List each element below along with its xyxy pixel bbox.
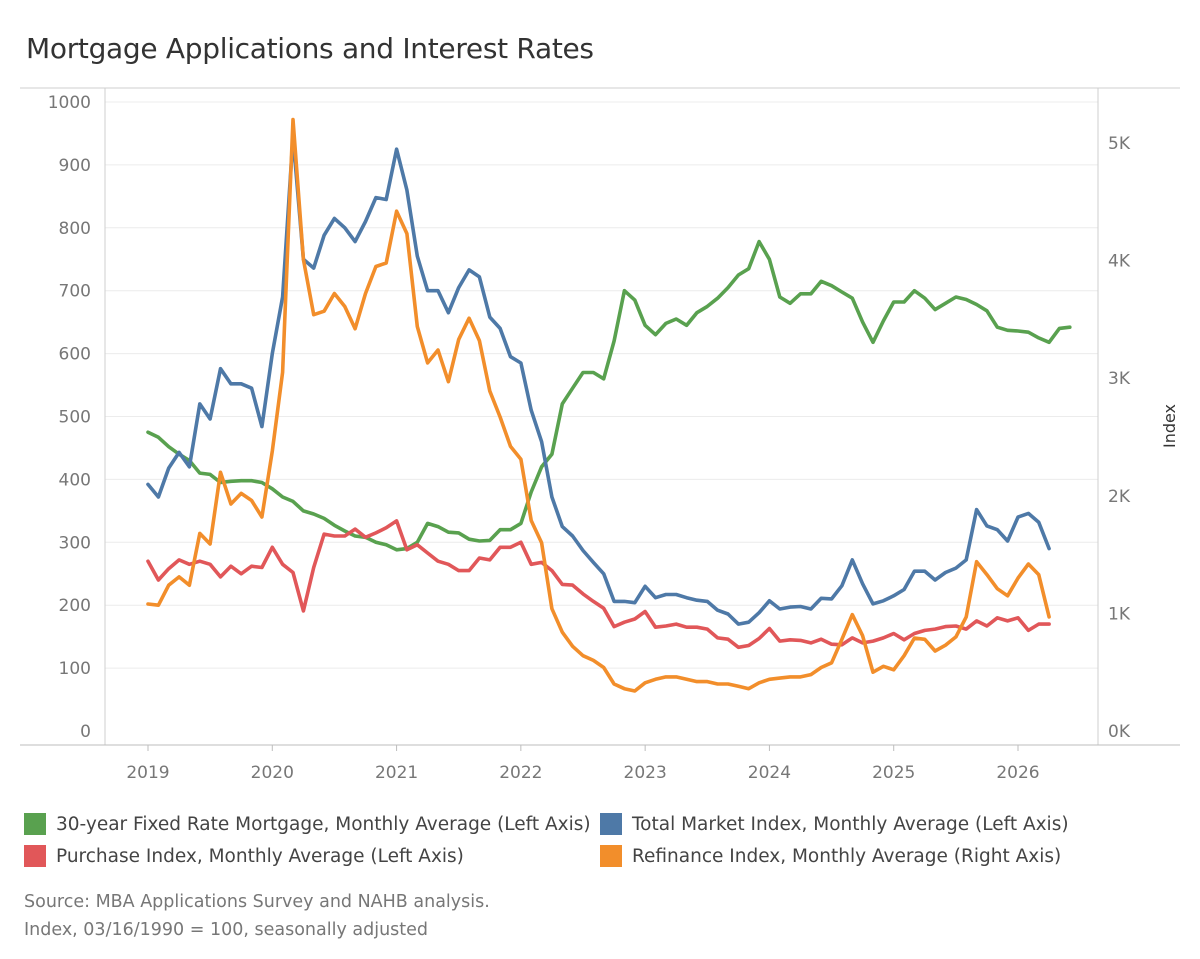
x-tick-label: 2019: [126, 763, 169, 783]
plot-frame: [20, 87, 1180, 746]
legend-item-total-market[interactable]: Total Market Index, Monthly Average (Lef…: [600, 813, 1069, 835]
left-tick-label: 400: [59, 470, 91, 490]
legend-item-purchase[interactable]: Purchase Index, Monthly Average (Left Ax…: [24, 845, 464, 867]
chart: 0 100 200 300 400 500 600 700 800 900 1000 0K 1K 2K 3…: [20, 87, 1180, 783]
source-line: Source: MBA Applications Survey and NAHB…: [24, 892, 490, 912]
right-tick-label: 3K: [1108, 369, 1131, 389]
legend-swatch: [600, 845, 622, 867]
series-line-mortgage-rate: [146, 239, 1072, 552]
x-tick-label: 2024: [748, 763, 791, 783]
right-axis-title: Index: [1160, 404, 1179, 448]
series-line-purchase: [146, 519, 1051, 650]
legend-item-mortgage-rate[interactable]: 30-year Fixed Rate Mortgage, Monthly Ave…: [24, 813, 591, 835]
left-tick-label: 1000: [48, 93, 91, 113]
series-line-refinance: [146, 117, 1051, 693]
left-tick-label: 900: [59, 156, 91, 176]
x-tick-label: 2020: [251, 763, 294, 783]
index-note: Index, 03/16/1990 = 100, seasonally adju…: [24, 920, 429, 940]
right-tick-label: 1K: [1108, 604, 1131, 624]
x-tick-label: 2022: [499, 763, 542, 783]
series-lines: [146, 117, 1072, 693]
x-tick-label: 2021: [375, 763, 418, 783]
right-tick-label: 5K: [1108, 134, 1131, 154]
legend-label: Refinance Index, Monthly Average (Right …: [632, 845, 1062, 867]
x-tick-label: 2023: [624, 763, 667, 783]
left-tick-label: 800: [59, 219, 91, 239]
right-tick-label: 2K: [1108, 487, 1131, 507]
left-tick-label: 0: [80, 722, 91, 742]
chart-title: Mortgage Applications and Interest Rates: [26, 32, 594, 65]
left-tick-label: 600: [59, 345, 91, 365]
x-tick-label: 2026: [996, 763, 1039, 783]
legend-label: Total Market Index, Monthly Average (Lef…: [632, 813, 1069, 835]
right-tick-label: 4K: [1108, 252, 1131, 272]
legend-swatch: [24, 845, 46, 867]
left-tick-label: 100: [59, 659, 91, 679]
legend-swatch: [24, 813, 46, 835]
legend-swatch: [600, 813, 622, 835]
left-tick-label: 200: [59, 596, 91, 616]
left-axis-ticks: 0 100 200 300 400 500 600 700 800 900 1000: [48, 93, 91, 742]
x-axis-ticks: 2019 2020 2021 2022 2023 2024 2025 2026: [126, 745, 1040, 783]
legend-label: 30-year Fixed Rate Mortgage, Monthly Ave…: [56, 813, 591, 835]
x-tick-label: 2025: [872, 763, 915, 783]
gridlines: [105, 101, 1098, 669]
right-tick-label: 0K: [1108, 722, 1131, 742]
right-axis-ticks: 0K 1K 2K 3K 4K 5K: [1108, 134, 1131, 742]
source-note: Source: MBA Applications Survey and NAHB…: [24, 888, 490, 944]
legend-item-refinance[interactable]: Refinance Index, Monthly Average (Right …: [600, 845, 1061, 867]
legend-label: Purchase Index, Monthly Average (Left Ax…: [56, 845, 464, 867]
left-tick-label: 700: [59, 282, 91, 302]
left-tick-label: 500: [59, 408, 91, 428]
left-tick-label: 300: [59, 533, 91, 553]
